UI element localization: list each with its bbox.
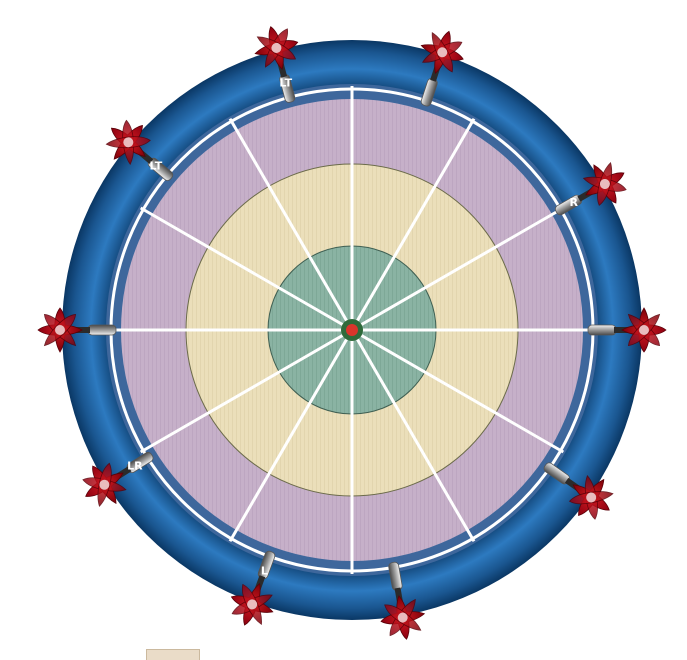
dart-left-dart-icon[interactable] bbox=[37, 307, 117, 353]
dart-bottom-right-dart-icon[interactable] bbox=[371, 559, 428, 643]
board-spokes bbox=[108, 86, 596, 574]
dart-top-right-dart-icon[interactable] bbox=[404, 25, 470, 113]
dart-barrel bbox=[587, 324, 617, 336]
dart-label: R bbox=[569, 196, 578, 209]
dart-flight bbox=[230, 582, 274, 626]
dart-bottom-left-dart-icon[interactable] bbox=[224, 544, 292, 632]
dart-right-dart-icon[interactable] bbox=[587, 307, 667, 353]
dart-label: L bbox=[261, 565, 268, 578]
dart-flight bbox=[568, 475, 614, 520]
dart-flight bbox=[105, 119, 151, 165]
dart-flight bbox=[582, 161, 627, 206]
board-spoke bbox=[351, 206, 565, 332]
dart-right-lower-dart-icon[interactable] bbox=[533, 447, 622, 528]
darts-layer: LT R L LR LT bbox=[37, 21, 667, 643]
dart-label: LT bbox=[150, 159, 163, 172]
dart-top-left-dart-icon[interactable] bbox=[249, 21, 312, 108]
bottom-tab-chip[interactable] bbox=[146, 649, 200, 660]
dart-label: LR bbox=[127, 460, 143, 473]
dart-flight bbox=[37, 307, 83, 353]
dart-flight bbox=[621, 307, 667, 353]
board-spoke bbox=[228, 329, 354, 543]
board-spoke bbox=[139, 328, 353, 454]
dart-right-upper-dart-icon[interactable] bbox=[545, 154, 635, 231]
dart-flight bbox=[380, 595, 426, 640]
board-spoke bbox=[351, 328, 565, 454]
board-spoke bbox=[350, 117, 476, 331]
dart-left-lower-dart-icon[interactable] bbox=[74, 436, 163, 515]
dart-left-upper-dart-icon[interactable] bbox=[97, 111, 185, 195]
board-spoke bbox=[228, 117, 354, 331]
dart-flight bbox=[82, 462, 127, 507]
board-spoke bbox=[350, 329, 476, 543]
dart-flight bbox=[254, 26, 299, 70]
bullseye-icon[interactable] bbox=[346, 324, 358, 336]
board-spoke bbox=[139, 206, 353, 332]
dart-label: LT bbox=[279, 77, 292, 90]
dart-barrel bbox=[87, 324, 117, 336]
dart-flight bbox=[420, 30, 464, 74]
bottom-toolbar-strip bbox=[0, 648, 687, 659]
